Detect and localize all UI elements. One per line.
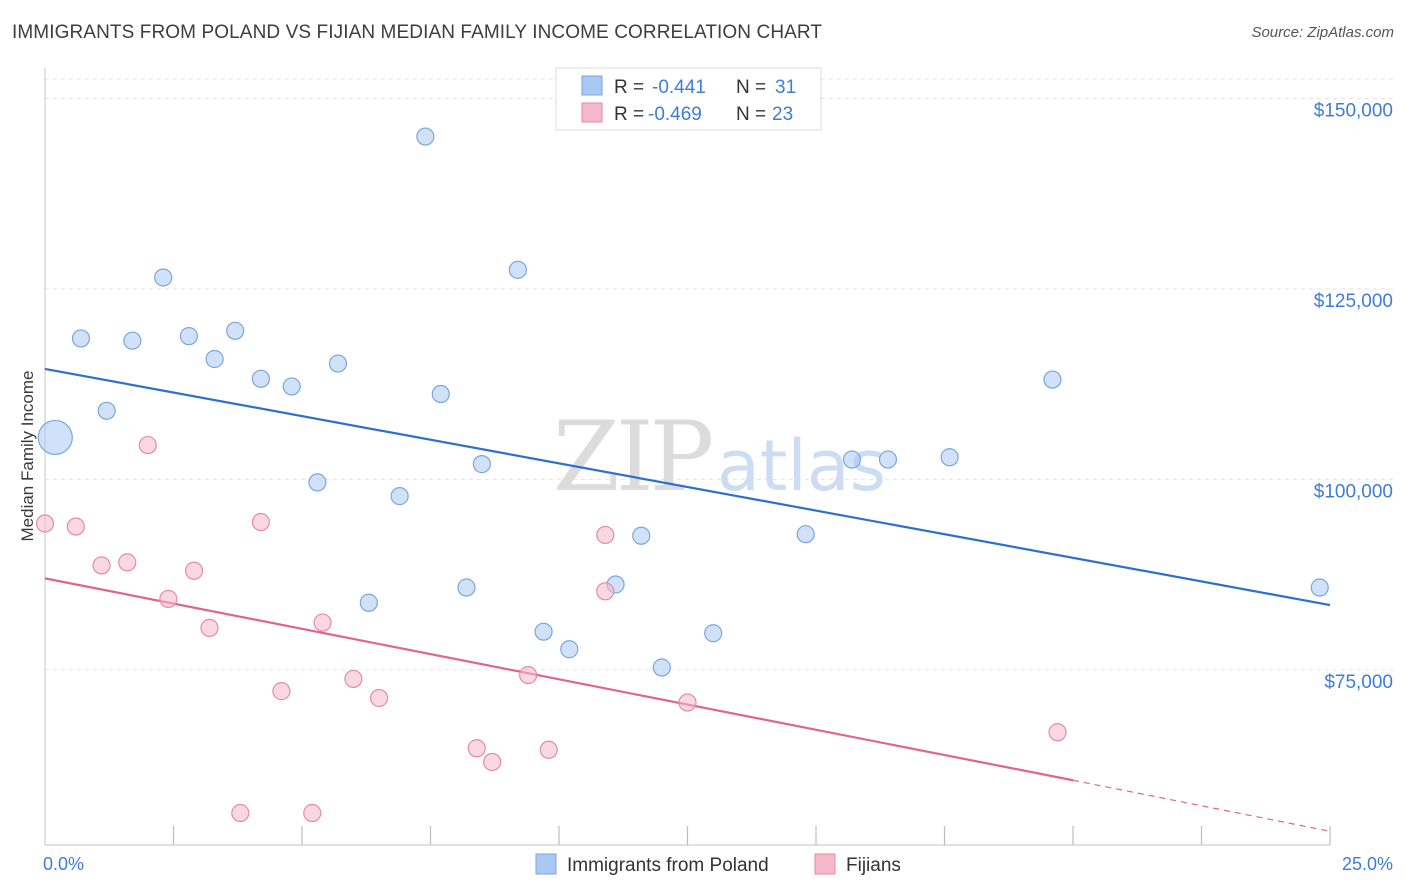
legend-n-label-poland: N = xyxy=(736,77,766,98)
point-poland-25 xyxy=(796,525,815,544)
point-poland-6 xyxy=(205,349,224,369)
point-fijians-19 xyxy=(596,525,615,545)
point-poland-28 xyxy=(940,448,959,467)
point-fijians-14 xyxy=(370,688,389,708)
point-poland-30 xyxy=(1310,578,1329,597)
point-poland-14 xyxy=(416,127,435,146)
point-fijians-1 xyxy=(66,517,85,536)
bottom-legend-swatch-poland[interactable] xyxy=(535,853,557,875)
point-poland-26 xyxy=(842,450,862,469)
legend-r-label-fijians: R = xyxy=(614,104,644,125)
point-poland-18 xyxy=(508,260,527,279)
grid-lines xyxy=(45,78,1393,671)
chart-source: Source: ZipAtlas.com xyxy=(1251,24,1394,41)
y-tick-label-2: $125,000 xyxy=(1314,291,1393,312)
y-axis-label: Median Family Income xyxy=(18,370,37,541)
trend-line-fijians xyxy=(44,577,1074,782)
point-fijians-22 xyxy=(1048,723,1067,742)
point-poland-8 xyxy=(251,369,270,388)
y-tick-label-1: $100,000 xyxy=(1314,481,1393,502)
point-poland-29 xyxy=(1043,370,1062,389)
point-poland-27 xyxy=(878,450,898,469)
legend-swatch-poland xyxy=(581,75,603,96)
legend-swatch-fijians xyxy=(581,102,603,123)
point-poland-0 xyxy=(37,419,73,456)
point-poland-16 xyxy=(457,578,476,597)
point-poland-13 xyxy=(390,487,409,506)
point-fijians-6 xyxy=(184,561,204,580)
point-poland-5 xyxy=(179,327,199,346)
point-poland-4 xyxy=(154,268,173,287)
point-fijians-4 xyxy=(138,435,157,455)
legend-n-label-fijians: N = xyxy=(736,104,766,125)
point-fijians-8 xyxy=(231,803,250,823)
stats-legend: R = -0.441 N = 31 R = -0.469 N = 23 xyxy=(555,67,822,131)
watermark-zip: ZIP xyxy=(553,401,712,513)
watermark-atlas: atlas xyxy=(717,425,886,507)
point-poland-15 xyxy=(431,384,450,404)
point-poland-22 xyxy=(632,526,651,545)
point-fijians-11 xyxy=(303,803,322,823)
y-tick-label-0: $75,000 xyxy=(1324,672,1393,693)
point-poland-7 xyxy=(226,321,245,340)
point-fijians-18 xyxy=(539,740,558,759)
point-poland-17 xyxy=(472,455,491,474)
chart-title: IMMIGRANTS FROM POLAND VS FIJIAN MEDIAN … xyxy=(12,22,823,43)
bottom-legend-label-poland[interactable]: Immigrants from Poland xyxy=(567,855,769,876)
point-poland-1 xyxy=(71,329,91,348)
point-poland-20 xyxy=(560,640,579,659)
point-poland-12 xyxy=(359,593,378,612)
point-poland-24 xyxy=(704,624,723,643)
point-fijians-5 xyxy=(159,589,178,609)
point-fijians-13 xyxy=(344,669,363,689)
trend-line-poland xyxy=(44,367,1331,607)
legend-r-label-poland: R = xyxy=(614,77,644,98)
y-tick-labels: $75,000 $100,000 $125,000 $150,000 xyxy=(1314,100,1393,692)
point-fijians-17 xyxy=(519,666,538,685)
point-fijians-12 xyxy=(313,613,332,632)
point-fijians-2 xyxy=(92,556,111,575)
trend-line-extension-fijians xyxy=(1072,779,1331,832)
legend-r-value-fijians: -0.469 xyxy=(648,104,702,125)
point-fijians-21 xyxy=(678,693,697,712)
point-fijians-20 xyxy=(596,582,615,601)
legend-n-value-fijians: 23 xyxy=(772,104,793,125)
point-fijians-7 xyxy=(200,618,219,637)
y-tick-label-3: $150,000 xyxy=(1314,100,1393,121)
x-tick-marks xyxy=(172,826,1331,845)
bottom-legend-label-fijians[interactable]: Fijians xyxy=(846,855,901,876)
x-tick-label-1: 25.0% xyxy=(1342,854,1393,874)
series-legend: Immigrants from Poland Fijians xyxy=(535,853,901,876)
data-points xyxy=(35,127,1329,823)
point-poland-9 xyxy=(282,377,301,396)
legend-r-value-poland: -0.441 xyxy=(652,77,706,98)
point-fijians-15 xyxy=(467,739,486,758)
point-poland-23 xyxy=(652,658,671,677)
legend-n-value-poland: 31 xyxy=(775,77,796,98)
watermark: ZIP atlas xyxy=(553,401,886,513)
point-poland-3 xyxy=(123,331,142,350)
point-fijians-10 xyxy=(272,682,291,701)
point-poland-2 xyxy=(97,401,116,420)
point-fijians-0 xyxy=(35,514,55,533)
point-poland-19 xyxy=(534,622,553,641)
bottom-legend-swatch-fijians[interactable] xyxy=(814,853,836,875)
point-fijians-3 xyxy=(118,553,137,572)
point-poland-10 xyxy=(308,473,327,492)
point-fijians-9 xyxy=(251,512,270,532)
x-tick-labels: 0.0% 25.0% xyxy=(43,854,1393,874)
point-poland-11 xyxy=(328,354,348,373)
x-tick-label-0: 0.0% xyxy=(43,854,84,874)
point-fijians-16 xyxy=(483,752,502,772)
trend-lines xyxy=(44,367,1331,832)
